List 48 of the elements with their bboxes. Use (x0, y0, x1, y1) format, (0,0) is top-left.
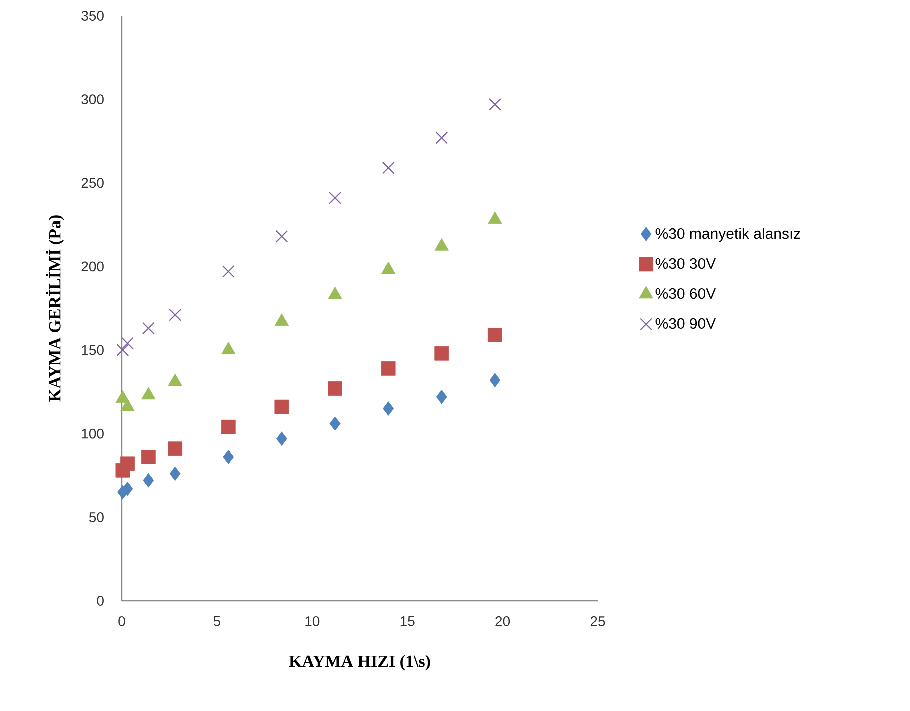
point (116, 344, 130, 357)
x-tick-label: 20 (496, 616, 510, 626)
point (120, 456, 135, 472)
point (381, 361, 396, 376)
y-tick-label: 300 (82, 94, 104, 105)
point (274, 400, 290, 414)
point (170, 466, 181, 482)
legend-label: %30 manyetik alansız (656, 228, 800, 242)
point (122, 482, 134, 496)
point (169, 308, 182, 322)
point (382, 162, 395, 174)
point (436, 390, 448, 404)
point (436, 132, 448, 144)
point (488, 328, 502, 342)
point (168, 442, 183, 456)
point (142, 322, 155, 335)
point (328, 192, 342, 204)
y-axis-title: KAYMA GERİLİMİ (Pa) (46, 216, 64, 402)
y-tick-label: 200 (82, 262, 104, 272)
x-tick-label: 10 (306, 616, 320, 626)
y-tick-label: 250 (82, 178, 104, 188)
point (222, 265, 235, 278)
point (276, 230, 288, 243)
x-tick-label: 5 (214, 616, 221, 626)
y-tick-label: 0 (97, 596, 104, 606)
point (121, 337, 134, 350)
x-tick-label: 15 (400, 616, 415, 626)
y-tick-label: 150 (82, 345, 104, 356)
x-tick-label: 0 (118, 616, 126, 626)
point (221, 420, 236, 434)
y-tick-label: 350 (82, 11, 104, 21)
point (141, 450, 156, 464)
point (328, 382, 342, 396)
y-tick-label: 50 (89, 512, 104, 522)
legend-label: %30 30V (656, 258, 716, 270)
point (488, 98, 502, 111)
point (330, 416, 341, 432)
legend-label: %30 90V (656, 318, 716, 330)
point (143, 473, 154, 488)
point (434, 346, 450, 361)
point (383, 402, 394, 416)
point (223, 450, 234, 464)
legend-label: %30 60V (656, 288, 716, 300)
point (276, 432, 288, 446)
y-tick-label: 100 (82, 428, 104, 439)
x-axis-title: KAYMA HIZI (1\s) (289, 655, 430, 671)
point (490, 373, 501, 388)
x-tick-label: 25 (590, 616, 606, 626)
